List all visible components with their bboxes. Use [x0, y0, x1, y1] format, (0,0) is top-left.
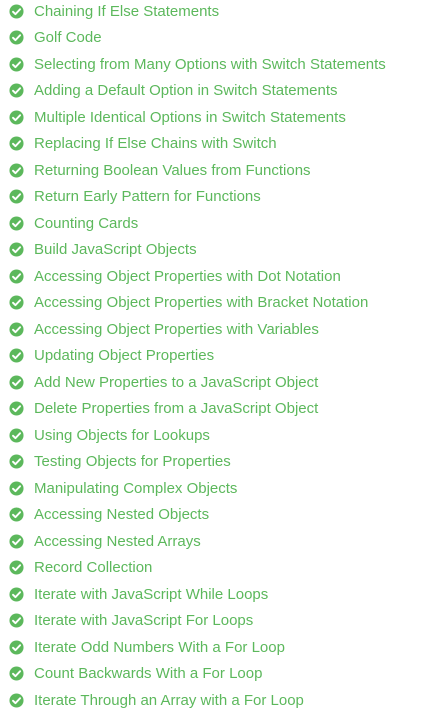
challenge-label: Manipulating Complex Objects [34, 479, 238, 497]
challenge-list-item[interactable]: Counting Cards [0, 210, 442, 237]
challenge-label: Multiple Identical Options in Switch Sta… [34, 108, 346, 126]
check-circle-icon [9, 613, 24, 628]
check-circle-icon [9, 481, 24, 496]
challenge-list-item[interactable]: Selecting from Many Options with Switch … [0, 51, 442, 78]
challenge-label: Selecting from Many Options with Switch … [34, 55, 386, 73]
challenge-list-item[interactable]: Add New Properties to a JavaScript Objec… [0, 369, 442, 396]
check-circle-icon [9, 507, 24, 522]
challenge-list-item[interactable]: Count Backwards With a For Loop [0, 661, 442, 688]
challenge-list-item[interactable]: Iterate with JavaScript While Loops [0, 581, 442, 608]
challenge-label: Accessing Nested Objects [34, 506, 210, 524]
check-circle-icon [9, 4, 24, 19]
challenge-list-item[interactable]: Golf Code [0, 25, 442, 52]
challenge-label: Delete Properties from a JavaScript Obje… [34, 400, 319, 418]
challenge-label: Iterate Through an Array with a For Loop [34, 691, 304, 709]
challenge-label: Build JavaScript Objects [34, 241, 197, 259]
challenge-label: Accessing Object Properties with Variabl… [34, 320, 319, 338]
challenge-label: Replacing If Else Chains with Switch [34, 135, 277, 153]
challenge-list-item[interactable]: Adding a Default Option in Switch Statem… [0, 78, 442, 105]
challenge-label: Golf Code [34, 29, 102, 47]
challenge-list-item[interactable]: Returning Boolean Values from Functions [0, 157, 442, 184]
challenge-label: Testing Objects for Properties [34, 453, 231, 471]
challenge-label: Chaining If Else Statements [34, 2, 220, 20]
check-circle-icon [9, 375, 24, 390]
challenge-list-item[interactable]: Manipulating Complex Objects [0, 475, 442, 502]
check-circle-icon [9, 163, 24, 178]
check-circle-icon [9, 57, 24, 72]
check-circle-icon [9, 189, 24, 204]
challenge-list-item[interactable]: Accessing Object Properties with Variabl… [0, 316, 442, 343]
check-circle-icon [9, 454, 24, 469]
challenge-list-item[interactable]: Iterate with JavaScript For Loops [0, 608, 442, 635]
challenge-label: Accessing Nested Arrays [34, 532, 201, 550]
challenge-label: Record Collection [34, 559, 153, 577]
challenge-list-item[interactable]: Build JavaScript Objects [0, 237, 442, 264]
check-circle-icon [9, 640, 24, 655]
check-circle-icon [9, 136, 24, 151]
challenge-label: Iterate Odd Numbers With a For Loop [34, 638, 285, 656]
challenge-list-item[interactable]: Accessing Object Properties with Dot Not… [0, 263, 442, 290]
challenge-label: Add New Properties to a JavaScript Objec… [34, 373, 319, 391]
check-circle-icon [9, 295, 24, 310]
challenge-list-item[interactable]: Accessing Nested Objects [0, 502, 442, 529]
check-circle-icon [9, 83, 24, 98]
challenge-list-item[interactable]: Replacing If Else Chains with Switch [0, 131, 442, 158]
check-circle-icon [9, 587, 24, 602]
challenge-list-item[interactable]: Accessing Nested Arrays [0, 528, 442, 555]
challenge-label: Counting Cards [34, 214, 139, 232]
challenge-label: Iterate with JavaScript For Loops [34, 612, 254, 630]
challenge-list-item[interactable]: Iterate Through an Array with a For Loop [0, 687, 442, 714]
challenge-list-item[interactable]: Chaining If Else Statements [0, 0, 442, 25]
challenge-label: Return Early Pattern for Functions [34, 188, 261, 206]
check-circle-icon [9, 110, 24, 125]
challenge-list-item[interactable]: Using Objects for Lookups [0, 422, 442, 449]
check-circle-icon [9, 666, 24, 681]
challenge-list-item[interactable]: Return Early Pattern for Functions [0, 184, 442, 211]
check-circle-icon [9, 30, 24, 45]
challenge-label: Accessing Object Properties with Bracket… [34, 294, 369, 312]
check-circle-icon [9, 269, 24, 284]
challenge-list-item[interactable]: Multiple Identical Options in Switch Sta… [0, 104, 442, 131]
challenge-list-item[interactable]: Iterate Odd Numbers With a For Loop [0, 634, 442, 661]
challenge-label: Count Backwards With a For Loop [34, 665, 263, 683]
check-circle-icon [9, 560, 24, 575]
challenge-label: Returning Boolean Values from Functions [34, 161, 311, 179]
challenge-list-item[interactable]: Record Collection [0, 555, 442, 582]
check-circle-icon [9, 428, 24, 443]
check-circle-icon [9, 534, 24, 549]
challenge-list-item[interactable]: Updating Object Properties [0, 343, 442, 370]
check-circle-icon [9, 348, 24, 363]
challenge-label: Adding a Default Option in Switch Statem… [34, 82, 338, 100]
check-circle-icon [9, 242, 24, 257]
challenge-label: Using Objects for Lookups [34, 426, 210, 444]
check-circle-icon [9, 216, 24, 231]
challenge-label: Updating Object Properties [34, 347, 215, 365]
check-circle-icon [9, 693, 24, 708]
challenge-label: Accessing Object Properties with Dot Not… [34, 267, 341, 285]
check-circle-icon [9, 322, 24, 337]
challenge-list-item[interactable]: Testing Objects for Properties [0, 449, 442, 476]
challenge-list-item[interactable]: Accessing Object Properties with Bracket… [0, 290, 442, 317]
challenge-label: Iterate with JavaScript While Loops [34, 585, 269, 603]
challenge-list-item[interactable]: Delete Properties from a JavaScript Obje… [0, 396, 442, 423]
check-circle-icon [9, 401, 24, 416]
